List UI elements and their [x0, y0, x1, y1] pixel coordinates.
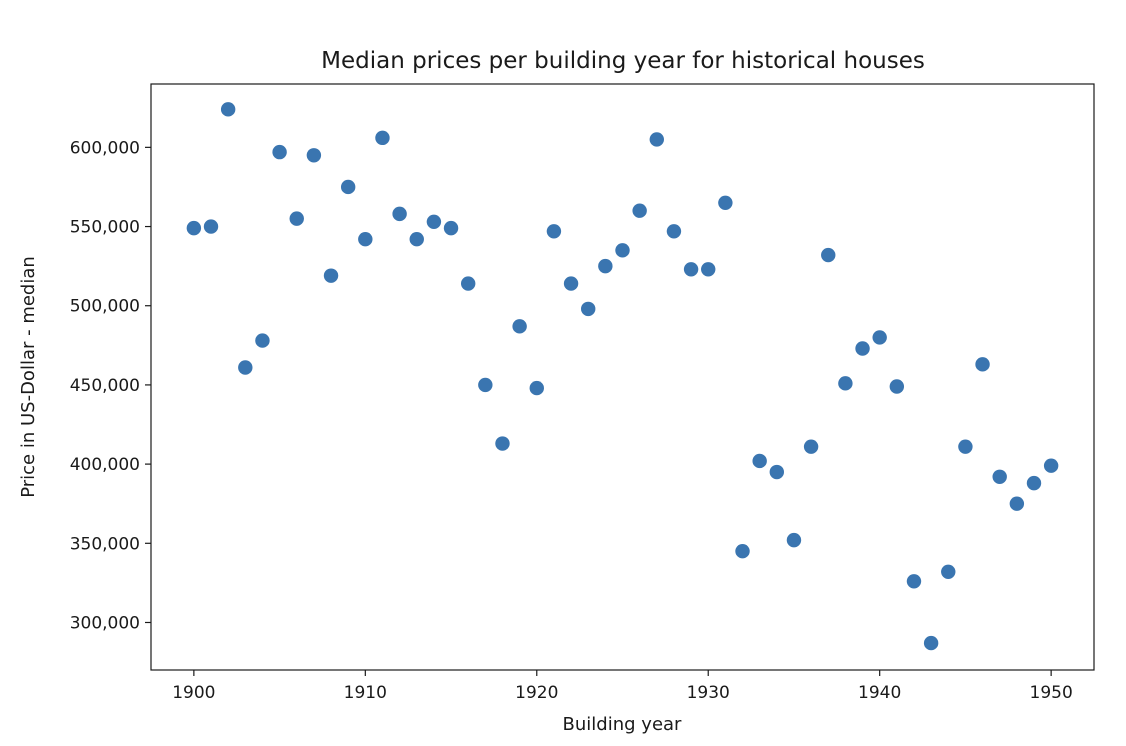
data-point [375, 130, 390, 146]
data-point [958, 439, 973, 454]
data-point [272, 144, 287, 160]
y-tick-label: 500,000 [70, 297, 140, 317]
y-tick-label: 600,000 [70, 138, 140, 158]
chart-title: Median prices per building year for hist… [321, 48, 925, 74]
data-point [941, 564, 956, 580]
data-point [203, 219, 219, 234]
data-point [512, 319, 527, 334]
y-axis: 300,000 350,000 400,000 450,000 500,000 550,0… [70, 138, 151, 633]
data-point [546, 224, 562, 239]
data-point [460, 276, 476, 291]
data-point [392, 206, 407, 222]
y-tick-label: 550,000 [70, 218, 140, 238]
data-point [563, 276, 579, 291]
x-tick-label: 1940 [858, 683, 901, 703]
data-point [992, 469, 1007, 484]
x-tick-label: 1920 [515, 683, 558, 703]
y-tick-label: 350,000 [70, 534, 140, 554]
data-point [803, 439, 819, 454]
data-point [855, 341, 870, 356]
data-point [1043, 458, 1059, 473]
data-point [186, 220, 202, 236]
data-point [701, 262, 716, 277]
data-point [340, 179, 356, 195]
x-axis-label: Building year [563, 714, 682, 735]
data-point [666, 224, 682, 239]
data-point [923, 635, 939, 651]
x-tick-label: 1910 [344, 683, 387, 703]
data-point [872, 330, 887, 345]
x-tick-label: 1900 [172, 683, 215, 703]
data-point [752, 453, 767, 469]
data-point [306, 148, 322, 163]
x-tick-label: 1930 [687, 683, 730, 703]
data-point [615, 243, 630, 258]
data-point [1026, 475, 1042, 491]
data-point [838, 376, 853, 391]
data-point [1009, 496, 1025, 511]
data-point [220, 102, 236, 117]
data-point [289, 211, 304, 226]
data-point [495, 436, 510, 451]
data-point [581, 301, 596, 317]
data-point [649, 132, 664, 147]
data-point [323, 268, 339, 283]
data-points [186, 102, 1059, 651]
y-axis-label: Price in US-Dollar - median [18, 256, 39, 498]
x-axis: 1900 1910 1920 1930 1940 1950 [172, 670, 1073, 703]
data-point [632, 203, 647, 218]
data-point [718, 195, 733, 210]
data-point [889, 379, 905, 394]
data-point [443, 220, 459, 236]
data-point [238, 360, 253, 375]
y-tick-label: 400,000 [70, 455, 140, 475]
data-point [409, 232, 424, 247]
data-point [786, 532, 802, 548]
data-point [975, 357, 990, 372]
data-point [769, 464, 785, 480]
x-tick-label: 1950 [1030, 683, 1073, 703]
data-point [821, 247, 836, 263]
data-point [683, 262, 699, 277]
data-point [735, 544, 750, 559]
data-point [529, 380, 544, 396]
data-point [598, 258, 613, 274]
y-tick-label: 300,000 [70, 613, 140, 633]
data-point [478, 377, 493, 393]
data-point [255, 333, 270, 348]
data-point [358, 232, 373, 247]
plot-area-frame [150, 83, 1095, 671]
data-point [906, 574, 922, 589]
y-tick-label: 450,000 [70, 376, 140, 396]
data-point [426, 214, 442, 229]
